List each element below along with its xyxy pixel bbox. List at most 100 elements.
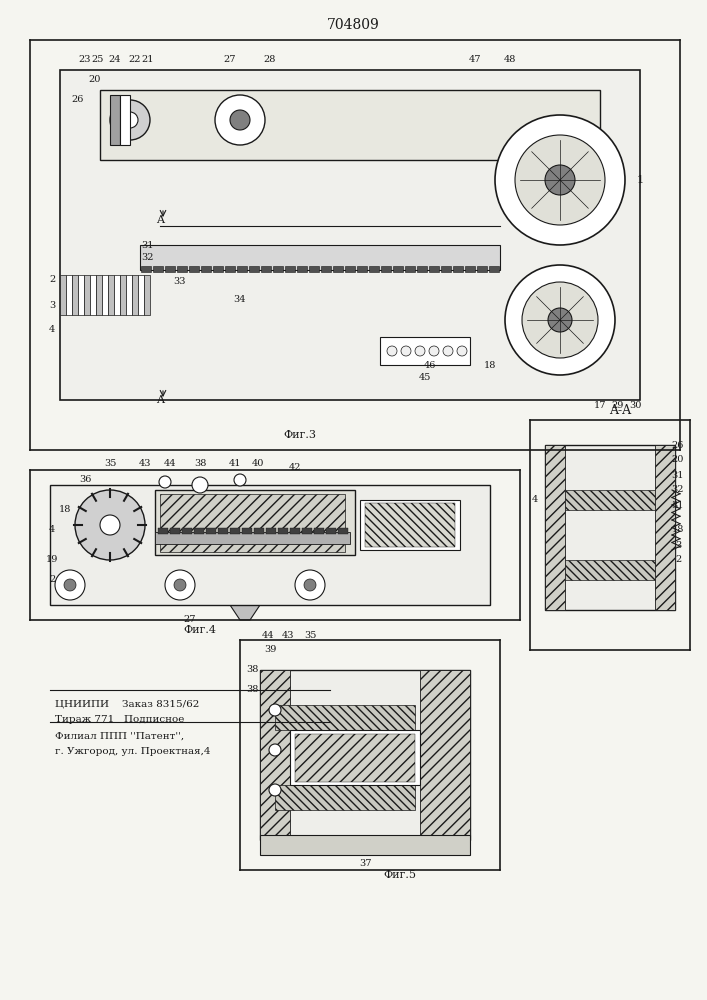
Text: A: A (156, 395, 164, 405)
Bar (290, 528, 300, 534)
Text: 34: 34 (234, 296, 246, 304)
Bar (369, 266, 379, 272)
Circle shape (234, 474, 246, 486)
Bar (206, 528, 216, 534)
Text: 20: 20 (89, 76, 101, 85)
Text: 28: 28 (264, 55, 276, 64)
Bar (160, 494, 345, 552)
Text: 23: 23 (78, 55, 91, 64)
Bar (405, 266, 415, 272)
Bar (314, 528, 324, 534)
Bar (266, 528, 276, 534)
Bar (326, 528, 336, 534)
Circle shape (495, 115, 625, 245)
Bar (477, 266, 487, 272)
Bar (100, 90, 600, 160)
Text: 38: 38 (194, 458, 206, 468)
Text: 44: 44 (164, 458, 176, 468)
Bar (295, 734, 415, 782)
Bar (429, 266, 439, 272)
Bar (338, 528, 348, 534)
Circle shape (230, 110, 250, 130)
Bar (110, 95, 120, 145)
Bar (249, 266, 259, 272)
Text: 4: 4 (49, 526, 55, 534)
Text: 1: 1 (636, 175, 643, 185)
Text: 46: 46 (423, 360, 436, 369)
Text: 41: 41 (229, 458, 241, 468)
Text: ЦНИИПИ    Заказ 8315/62: ЦНИИПИ Заказ 8315/62 (55, 700, 199, 709)
Bar (155, 490, 355, 555)
Text: A-A: A-A (609, 403, 631, 416)
Bar (260, 835, 470, 855)
Text: 2: 2 (49, 576, 55, 584)
Text: 31: 31 (672, 500, 684, 510)
Bar (242, 528, 252, 534)
Text: 2: 2 (49, 275, 55, 284)
Bar (290, 730, 420, 785)
Bar (360, 500, 460, 550)
Bar (189, 266, 199, 272)
Bar (365, 503, 455, 547)
Bar (78, 275, 84, 315)
Text: 38: 38 (246, 666, 258, 674)
Bar (278, 528, 288, 534)
Circle shape (304, 579, 316, 591)
Bar (144, 275, 150, 315)
Circle shape (55, 570, 85, 600)
Bar (90, 275, 96, 315)
Bar (565, 560, 655, 580)
Bar (260, 670, 290, 840)
Polygon shape (230, 605, 260, 620)
Text: 31: 31 (141, 240, 154, 249)
Circle shape (269, 704, 281, 716)
Bar (333, 266, 343, 272)
Text: 38: 38 (246, 686, 258, 694)
Bar (102, 275, 108, 315)
Circle shape (387, 346, 397, 356)
Bar (417, 266, 427, 272)
Bar (66, 275, 72, 315)
Bar (275, 785, 415, 810)
Bar (260, 670, 470, 840)
Circle shape (515, 135, 605, 225)
Circle shape (505, 265, 615, 375)
Text: Филиал ППП ''Патент'',: Филиал ППП ''Патент'', (55, 732, 184, 741)
Bar (230, 528, 240, 534)
Text: 45: 45 (419, 372, 431, 381)
Bar (420, 670, 470, 840)
Bar (302, 528, 312, 534)
Circle shape (415, 346, 425, 356)
Bar (158, 528, 168, 534)
Bar (84, 275, 90, 315)
Text: 4: 4 (532, 495, 538, 504)
Text: 36: 36 (78, 476, 91, 485)
Bar (114, 275, 120, 315)
Circle shape (443, 346, 453, 356)
Bar (225, 266, 235, 272)
Circle shape (522, 282, 598, 358)
Bar (132, 275, 138, 315)
Bar (655, 445, 675, 610)
Text: 33: 33 (174, 277, 186, 286)
Bar (275, 705, 415, 730)
Text: 704809: 704809 (327, 18, 380, 32)
Text: 18: 18 (484, 360, 496, 369)
Circle shape (174, 579, 186, 591)
Text: 26: 26 (72, 96, 84, 104)
Bar (155, 532, 350, 544)
Bar (120, 95, 130, 145)
Bar (201, 266, 211, 272)
Bar (441, 266, 451, 272)
Text: Фиг.5: Фиг.5 (383, 870, 416, 880)
Bar (60, 275, 66, 315)
Text: 31: 31 (672, 471, 684, 480)
Circle shape (159, 476, 171, 488)
Text: 3: 3 (675, 540, 681, 550)
Circle shape (64, 579, 76, 591)
Bar (126, 275, 132, 315)
Bar (108, 275, 114, 315)
Text: Тираж 771   Подписное: Тираж 771 Подписное (55, 715, 185, 724)
Circle shape (295, 570, 325, 600)
Text: 24: 24 (109, 55, 121, 64)
